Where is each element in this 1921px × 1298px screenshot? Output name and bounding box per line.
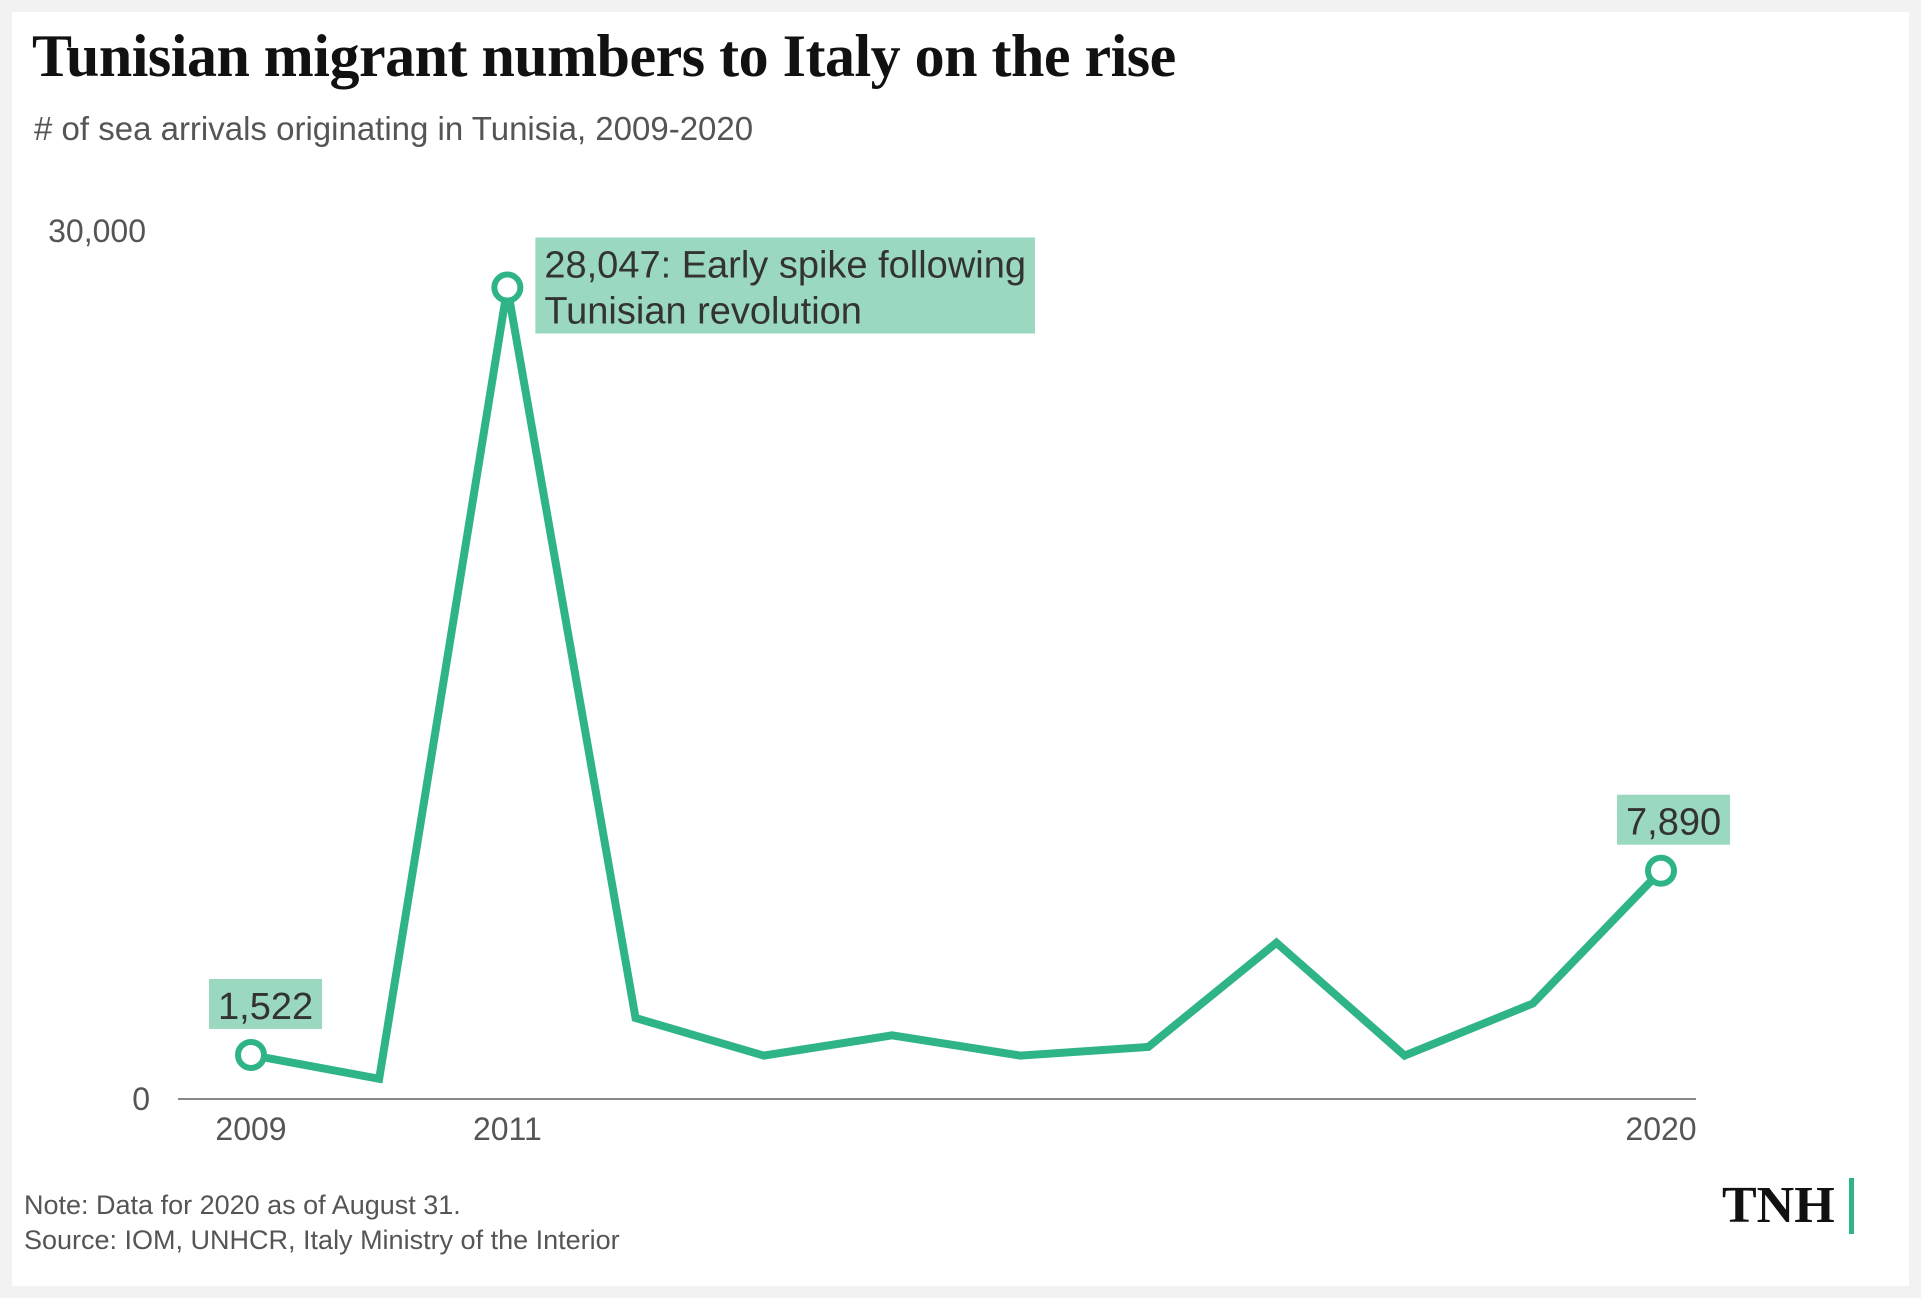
annotation: 7,890	[1617, 794, 1731, 845]
annotation-label: 1,522	[218, 986, 313, 1028]
chart-subtitle: # of sea arrivals originating in Tunisia…	[34, 110, 754, 147]
chart-card	[12, 12, 1909, 1286]
x-axis-ticks: 2009 2011 2020	[215, 1111, 1696, 1147]
y-tick-label: 0	[132, 1081, 150, 1117]
annotation: 1,522	[209, 978, 323, 1029]
chart-source: Source: IOM, UNHCR, Italy Ministry of th…	[24, 1225, 620, 1255]
chart-title: Tunisian migrant numbers to Italy on the…	[32, 23, 1176, 89]
marker-layer	[235, 271, 1677, 1071]
annotation-box	[1617, 794, 1731, 845]
data-point-marker	[491, 271, 524, 304]
chart-note: Note: Data for 2020 as of August 31.	[24, 1190, 461, 1220]
series-line	[247, 286, 1665, 1084]
annotation-box	[535, 237, 1035, 334]
x-tick-label: 2009	[215, 1111, 286, 1147]
series-layer	[247, 286, 1665, 1084]
data-point-marker	[1645, 854, 1677, 887]
x-tick-label: 2020	[1625, 1111, 1696, 1147]
data-point-marker	[235, 1038, 267, 1071]
annotation-label: Tunisian revolution	[544, 291, 862, 333]
y-tick-label: 30,000	[48, 213, 146, 249]
annotation-label: 28,047: Early spike following	[544, 245, 1026, 287]
x-tick-label: 2011	[473, 1111, 542, 1147]
y-axis-ticks: 0 30,000	[48, 213, 150, 1117]
annotation-layer: 1,522 28,047: Early spike followingTunisi…	[209, 237, 1731, 1029]
tnh-logo: TNH	[1722, 1178, 1854, 1234]
annotation-box	[209, 978, 323, 1029]
annotation-label: 7,890	[1626, 802, 1721, 844]
